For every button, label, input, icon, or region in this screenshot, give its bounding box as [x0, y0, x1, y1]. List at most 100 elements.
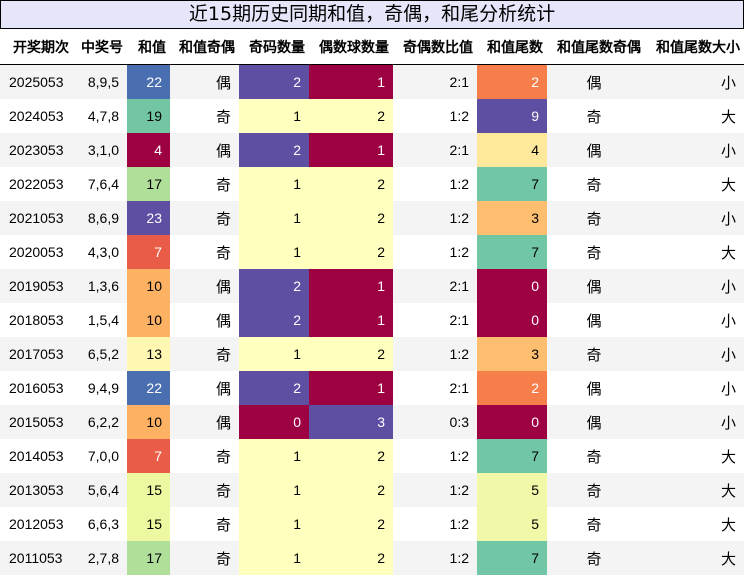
- cell-tail-size: 大: [645, 439, 744, 473]
- cell-even-count: 2: [309, 439, 393, 473]
- cell-period: 2020053: [0, 235, 73, 269]
- cell-ratio: 2:1: [393, 133, 477, 167]
- cell-even-count: 1: [309, 133, 393, 167]
- cell-period: 2011053: [0, 541, 73, 575]
- cell-sum-parity: 偶: [170, 269, 239, 303]
- cell-sum: 19: [127, 99, 170, 133]
- cell-sum-parity: 奇: [170, 235, 239, 269]
- cell-tail: 5: [477, 507, 547, 541]
- cell-ratio: 2:1: [393, 303, 477, 337]
- cell-period: 2012053: [0, 507, 73, 541]
- cell-tail: 7: [477, 541, 547, 575]
- cell-ratio: 0:3: [393, 405, 477, 439]
- cell-sum: 10: [127, 269, 170, 303]
- stats-table: 开奖期次 中奖号 和值 和值奇偶 奇码数量 偶数球数量 奇偶数比值 和值尾数 和…: [0, 30, 744, 575]
- cell-tail-size: 小: [645, 405, 744, 439]
- cell-even-count: 1: [309, 269, 393, 303]
- cell-odd-count: 2: [239, 303, 309, 337]
- cell-tail-size: 小: [645, 337, 744, 371]
- cell-even-count: 3: [309, 405, 393, 439]
- cell-odd-count: 1: [239, 337, 309, 371]
- cell-ratio: 1:2: [393, 167, 477, 201]
- cell-tail: 0: [477, 269, 547, 303]
- cell-tail: 2: [477, 371, 547, 405]
- column-header-numbers: 中奖号: [73, 30, 127, 65]
- cell-sum: 7: [127, 439, 170, 473]
- cell-period: 2018053: [0, 303, 73, 337]
- cell-even-count: 2: [309, 235, 393, 269]
- table-row: 2016053 9,4,9 22 偶 2 1 2:1 2 偶小: [0, 371, 744, 405]
- cell-sum-parity: 奇: [170, 167, 239, 201]
- cell-period: 2021053: [0, 201, 73, 235]
- cell-sum: 10: [127, 405, 170, 439]
- cell-sum-parity: 偶: [170, 133, 239, 167]
- cell-numbers: 6,2,2: [73, 405, 127, 439]
- cell-numbers: 1,3,6: [73, 269, 127, 303]
- cell-sum-parity: 奇: [170, 541, 239, 575]
- cell-period: 2015053: [0, 405, 73, 439]
- cell-odd-count: 1: [239, 507, 309, 541]
- cell-tail-parity: 奇: [547, 337, 645, 371]
- cell-numbers: 7,0,0: [73, 439, 127, 473]
- table-row: 2019053 1,3,6 10 偶 2 1 2:1 0 偶小: [0, 269, 744, 303]
- cell-numbers: 3,1,0: [73, 133, 127, 167]
- column-header-sum: 和值: [127, 30, 170, 65]
- cell-tail-size: 大: [645, 473, 744, 507]
- cell-odd-count: 1: [239, 541, 309, 575]
- cell-period: 2016053: [0, 371, 73, 405]
- cell-sum: 10: [127, 303, 170, 337]
- cell-odd-count: 1: [239, 235, 309, 269]
- column-header-sum-parity: 和值奇偶: [170, 30, 239, 65]
- cell-even-count: 2: [309, 541, 393, 575]
- cell-numbers: 4,7,8: [73, 99, 127, 133]
- cell-ratio: 1:2: [393, 473, 477, 507]
- cell-tail: 7: [477, 235, 547, 269]
- cell-tail-size: 小: [645, 64, 744, 99]
- cell-sum: 15: [127, 507, 170, 541]
- cell-numbers: 1,5,4: [73, 303, 127, 337]
- cell-tail-size: 小: [645, 269, 744, 303]
- cell-odd-count: 2: [239, 133, 309, 167]
- table-title: 近15期历史同期和值，奇偶，和尾分析统计: [0, 0, 744, 29]
- cell-tail-parity: 偶: [547, 269, 645, 303]
- cell-odd-count: 2: [239, 64, 309, 99]
- cell-sum-parity: 奇: [170, 473, 239, 507]
- cell-period: 2022053: [0, 167, 73, 201]
- cell-numbers: 8,6,9: [73, 201, 127, 235]
- table-row: 2023053 3,1,0 4 偶 2 1 2:1 4 偶小: [0, 133, 744, 167]
- column-header-odd-count: 奇码数量: [239, 30, 309, 65]
- cell-tail-parity: 偶: [547, 371, 645, 405]
- column-header-period: 开奖期次: [0, 30, 73, 65]
- cell-sum: 23: [127, 201, 170, 235]
- cell-sum: 17: [127, 167, 170, 201]
- cell-sum-parity: 奇: [170, 201, 239, 235]
- cell-tail-size: 小: [645, 201, 744, 235]
- cell-odd-count: 0: [239, 405, 309, 439]
- table-row: 2013053 5,6,4 15 奇 1 2 1:2 5 奇大: [0, 473, 744, 507]
- cell-tail-parity: 奇: [547, 439, 645, 473]
- cell-ratio: 1:2: [393, 337, 477, 371]
- cell-numbers: 5,6,4: [73, 473, 127, 507]
- cell-tail: 7: [477, 439, 547, 473]
- cell-tail-parity: 奇: [547, 99, 645, 133]
- column-header-ratio: 奇偶数比值: [393, 30, 477, 65]
- cell-even-count: 2: [309, 337, 393, 371]
- table-body: 2025053 8,9,5 22 偶 2 1 2:1 2 偶小 2024053 4,7,8 19 奇 1 2…: [0, 64, 744, 575]
- cell-tail-size: 小: [645, 303, 744, 337]
- cell-tail: 0: [477, 303, 547, 337]
- cell-tail-size: 大: [645, 99, 744, 133]
- cell-sum: 22: [127, 64, 170, 99]
- cell-ratio: 2:1: [393, 64, 477, 99]
- cell-ratio: 1:2: [393, 99, 477, 133]
- cell-tail-size: 小: [645, 133, 744, 167]
- cell-sum-parity: 偶: [170, 64, 239, 99]
- cell-sum-parity: 偶: [170, 371, 239, 405]
- cell-tail: 5: [477, 473, 547, 507]
- cell-numbers: 6,5,2: [73, 337, 127, 371]
- cell-odd-count: 1: [239, 99, 309, 133]
- column-header-even-count: 偶数球数量: [309, 30, 393, 65]
- cell-sum-parity: 奇: [170, 507, 239, 541]
- cell-period: 2019053: [0, 269, 73, 303]
- cell-sum-parity: 偶: [170, 405, 239, 439]
- cell-sum: 7: [127, 235, 170, 269]
